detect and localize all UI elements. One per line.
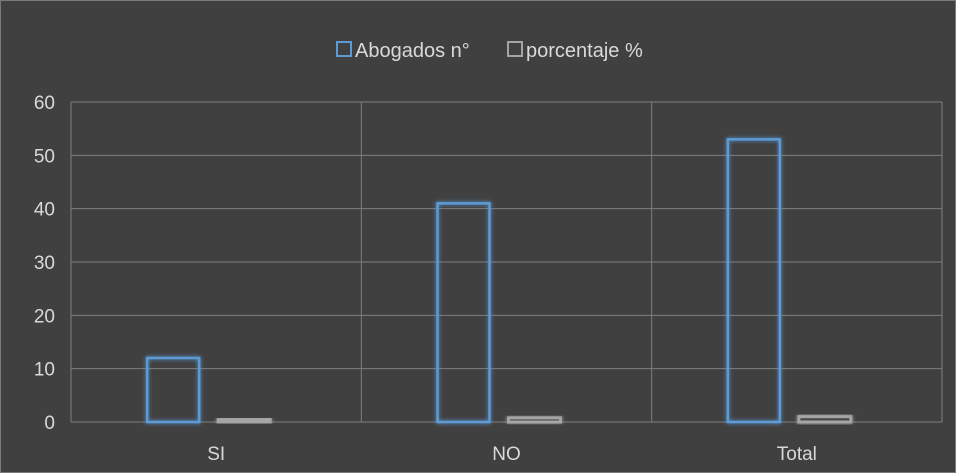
y-tick-label: 40 — [34, 200, 55, 221]
x-axis: SI NO Total — [207, 444, 817, 465]
legend-swatch-porcentaje — [507, 41, 523, 57]
legend-item-abogados: Abogados n° — [336, 40, 470, 62]
bar-porcentaje-si — [216, 418, 272, 424]
y-tick-label: 0 — [44, 413, 55, 434]
x-category-label: NO — [492, 444, 521, 465]
legend-item-porcentaje: porcentaje % — [507, 40, 643, 62]
bar-porcentaje-total — [797, 415, 853, 424]
legend: Abogados n° porcentaje % — [336, 40, 643, 62]
legend-label-porcentaje: porcentaje % — [526, 40, 643, 62]
bar-abogados-no — [436, 202, 491, 424]
y-axis: 0 10 20 30 40 50 60 — [34, 93, 55, 434]
y-tick-label: 50 — [34, 146, 55, 167]
gridlines — [70, 101, 943, 423]
x-category-label: SI — [207, 444, 225, 465]
bar-abogados-total — [726, 138, 782, 424]
legend-swatch-abogados — [336, 41, 352, 57]
bar-porcentaje-no — [507, 416, 562, 424]
bar-abogados-si — [145, 356, 201, 424]
x-category-label: Total — [777, 444, 817, 465]
bars — [145, 138, 853, 424]
y-tick-label: 60 — [34, 93, 55, 114]
y-tick-label: 10 — [34, 360, 55, 381]
legend-label-abogados: Abogados n° — [355, 40, 470, 62]
y-tick-label: 20 — [34, 306, 55, 327]
y-tick-label: 30 — [34, 253, 55, 274]
